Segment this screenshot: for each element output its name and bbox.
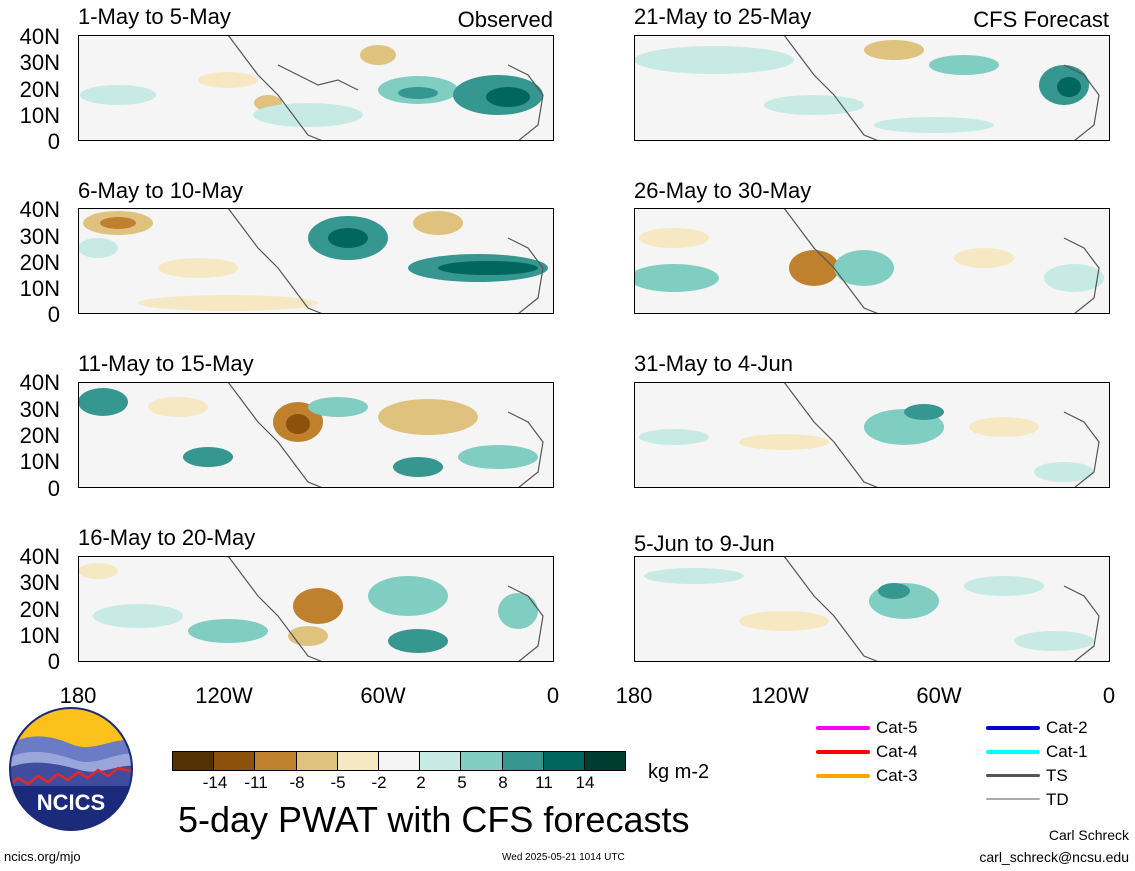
lat-tick: 20N bbox=[19, 423, 60, 448]
lat-tick: 30N bbox=[19, 50, 60, 75]
colorbar-swatch bbox=[214, 752, 256, 770]
legend-swatch-cat1 bbox=[986, 750, 1040, 754]
legend-label: Cat-2 bbox=[1046, 718, 1088, 737]
map-panel-2 bbox=[78, 208, 554, 314]
legend-label: Cat-3 bbox=[876, 766, 918, 785]
colorbar-swatch bbox=[461, 752, 503, 770]
legend-swatch-cat3 bbox=[816, 774, 870, 778]
lat-tick: 0 bbox=[47, 649, 60, 674]
lon-tick: 180 bbox=[615, 683, 653, 708]
panel-title: 1-May to 5-May bbox=[78, 4, 231, 29]
footer-timestamp: Wed 2025-05-21 1014 UTC bbox=[502, 852, 625, 863]
colorbar-label: -11 bbox=[244, 773, 268, 792]
logo-text: NCICS bbox=[37, 790, 105, 815]
observed-label: Observed bbox=[457, 7, 553, 32]
colorbar-label: -8 bbox=[289, 773, 305, 792]
legend-label: Cat-5 bbox=[876, 718, 918, 737]
panel-title: 31-May to 4-Jun bbox=[634, 351, 793, 376]
colorbar-label: 11 bbox=[535, 773, 553, 792]
lat-tick: 10N bbox=[19, 276, 60, 301]
lat-tick: 10N bbox=[19, 623, 60, 648]
panel-title: 16-May to 20-May bbox=[78, 525, 256, 550]
colorbar-swatch bbox=[255, 752, 297, 770]
legend-label: TD bbox=[1046, 790, 1069, 809]
lat-tick: 10N bbox=[19, 449, 60, 474]
colorbar-label: 5 bbox=[457, 773, 467, 792]
lat-tick: 20N bbox=[19, 250, 60, 275]
colorbar-label: 14 bbox=[575, 773, 595, 792]
lon-tick: 60W bbox=[916, 683, 962, 708]
colorbar-label: 8 bbox=[498, 773, 508, 792]
map-panel-8 bbox=[634, 556, 1110, 662]
lat-tick: 0 bbox=[47, 476, 60, 501]
map-panel-1 bbox=[78, 35, 554, 141]
legend-swatch-cat5 bbox=[816, 726, 870, 730]
lon-tick: 60W bbox=[360, 683, 406, 708]
colorbar-swatch bbox=[420, 752, 462, 770]
colorbar-swatch bbox=[173, 752, 215, 770]
lat-tick: 30N bbox=[19, 397, 60, 422]
colorbar-swatch bbox=[296, 752, 338, 770]
footer-author: Carl Schreck bbox=[1048, 827, 1129, 843]
lon-tick: 180 bbox=[59, 683, 97, 708]
lat-tick: 40N bbox=[19, 544, 60, 569]
main-title: 5-day PWAT with CFS forecasts bbox=[178, 799, 690, 840]
lon-tick: 120W bbox=[751, 683, 809, 708]
footer-email: carl_schreck@ncsu.edu bbox=[979, 849, 1129, 865]
panel-title: 6-May to 10-May bbox=[78, 178, 244, 203]
colorbar-swatch bbox=[584, 752, 626, 770]
colorbar-label: -2 bbox=[371, 773, 387, 792]
map-panel-6 bbox=[634, 208, 1110, 314]
panel-title: 11-May to 15-May bbox=[78, 351, 254, 376]
lat-tick: 10N bbox=[19, 103, 60, 128]
lon-tick: 120W bbox=[195, 683, 253, 708]
colorbar-label: -14 bbox=[202, 773, 228, 792]
lat-tick: 40N bbox=[19, 197, 60, 222]
lat-tick: 20N bbox=[19, 597, 60, 622]
lat-tick: 30N bbox=[19, 224, 60, 249]
legend-swatch-cat4 bbox=[816, 750, 870, 754]
lat-tick: 40N bbox=[19, 24, 60, 49]
legend-label: Cat-4 bbox=[876, 742, 918, 761]
lon-tick: 0 bbox=[1102, 683, 1116, 708]
lon-tick: 0 bbox=[546, 683, 560, 708]
map-panel-3 bbox=[78, 382, 554, 488]
colorbar-units: kg m-2 bbox=[648, 761, 710, 783]
legend-swatch-ts bbox=[986, 774, 1040, 777]
panel-title: 5-Jun to 9-Jun bbox=[634, 531, 775, 556]
legend-label: Cat-1 bbox=[1046, 742, 1088, 761]
map-panel-5 bbox=[634, 35, 1110, 141]
colorbar-swatch bbox=[543, 752, 585, 770]
cfs-forecast-label: CFS Forecast bbox=[973, 7, 1109, 32]
legend-label: TS bbox=[1046, 766, 1068, 785]
colorbar-swatch bbox=[502, 752, 544, 770]
legend-swatch-td bbox=[986, 798, 1040, 800]
panel-title: 21-May to 25-May bbox=[634, 4, 812, 29]
lat-tick: 0 bbox=[47, 129, 60, 154]
footer-url: ncics.org/mjo bbox=[4, 849, 81, 864]
panel-title: 26-May to 30-May bbox=[634, 178, 812, 203]
lat-tick: 40N bbox=[19, 370, 60, 395]
colorbar-swatch bbox=[378, 752, 421, 770]
colorbar-swatch bbox=[337, 752, 379, 770]
colorbar bbox=[172, 751, 626, 771]
colorbar-label: 2 bbox=[416, 773, 426, 792]
lat-tick: 30N bbox=[19, 570, 60, 595]
lat-tick: 0 bbox=[47, 302, 60, 327]
map-panel-4 bbox=[78, 556, 554, 662]
lat-tick: 20N bbox=[19, 77, 60, 102]
legend-swatch-cat2 bbox=[986, 726, 1040, 730]
colorbar-label: -5 bbox=[330, 773, 346, 792]
map-panel-7 bbox=[634, 382, 1110, 488]
ncics-logo: NCICS bbox=[9, 707, 133, 831]
